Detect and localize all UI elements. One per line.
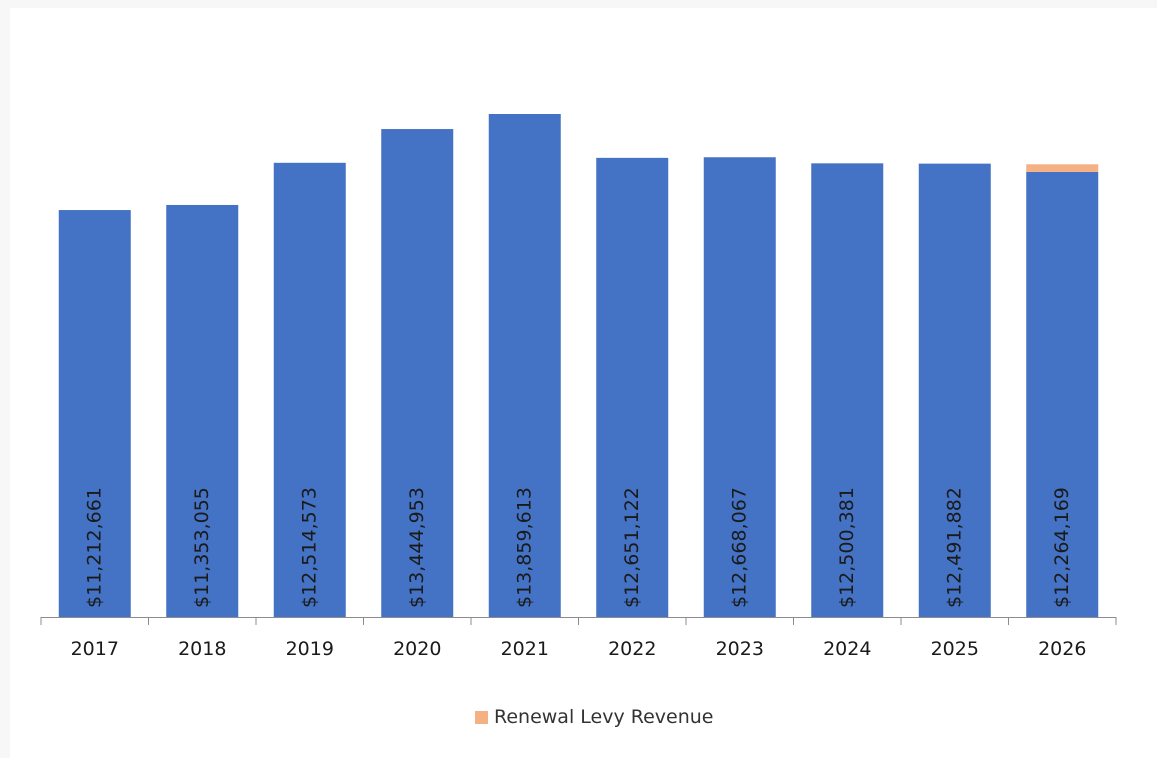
data-label-2020: $13,444,953: [406, 487, 428, 608]
data-label-2017: $11,212,661: [83, 487, 105, 608]
bars-layer: [58, 114, 1099, 618]
data-label-2019: $12,514,573: [298, 487, 320, 608]
x-tick-label-2024: 2024: [823, 638, 871, 660]
bar-2017: [58, 210, 131, 617]
bar-2026: [1026, 171, 1099, 617]
bar-2022: [596, 157, 669, 617]
x-tick-label-2021: 2021: [501, 638, 549, 660]
legend-swatch: [475, 711, 488, 724]
data-label-2023: $12,668,067: [728, 487, 750, 608]
x-tick-label-2020: 2020: [393, 638, 441, 660]
x-tick-label-2018: 2018: [178, 638, 226, 660]
data-label-2026: $12,264,169: [1051, 487, 1073, 608]
bar-2021: [488, 114, 561, 617]
bar-2018: [166, 204, 239, 618]
bar-2025: [918, 163, 991, 618]
x-axis: 2017 2018 2019 2020 2021 2022 2023 2024 2025 2026: [40, 617, 1117, 660]
bar-2023: [703, 157, 776, 617]
data-label-2024: $12,500,381: [836, 487, 858, 608]
x-tick-label-2026: 2026: [1038, 638, 1086, 660]
legend-label: Renewal Levy Revenue: [494, 706, 713, 728]
data-label-2025: $12,491,882: [943, 487, 965, 608]
data-label-2021: $13,859,613: [513, 487, 535, 608]
x-tick-label-2017: 2017: [71, 638, 119, 660]
data-labels-layer: $11,212,661 $11,353,055 $12,514,573 $13,444…: [83, 487, 1073, 608]
bar-chart: $11,212,661 $11,353,055 $12,514,573 $13,444…: [40, 114, 1117, 728]
x-tick-label-2019: 2019: [286, 638, 334, 660]
x-tick-label-2023: 2023: [716, 638, 764, 660]
data-label-2018: $11,353,055: [191, 487, 213, 608]
data-label-2022: $12,651,122: [621, 487, 643, 608]
bar-2024: [811, 163, 884, 617]
x-tick-label-2022: 2022: [608, 638, 656, 660]
legend: Renewal Levy Revenue: [475, 706, 713, 728]
levy-bar-segment-2026: [1026, 164, 1099, 172]
bar-2019: [273, 162, 346, 617]
x-tick-label-2025: 2025: [931, 638, 979, 660]
bar-2020: [381, 129, 454, 617]
chart-panel: $11,212,661 $11,353,055 $12,514,573 $13,444…: [10, 8, 1157, 758]
